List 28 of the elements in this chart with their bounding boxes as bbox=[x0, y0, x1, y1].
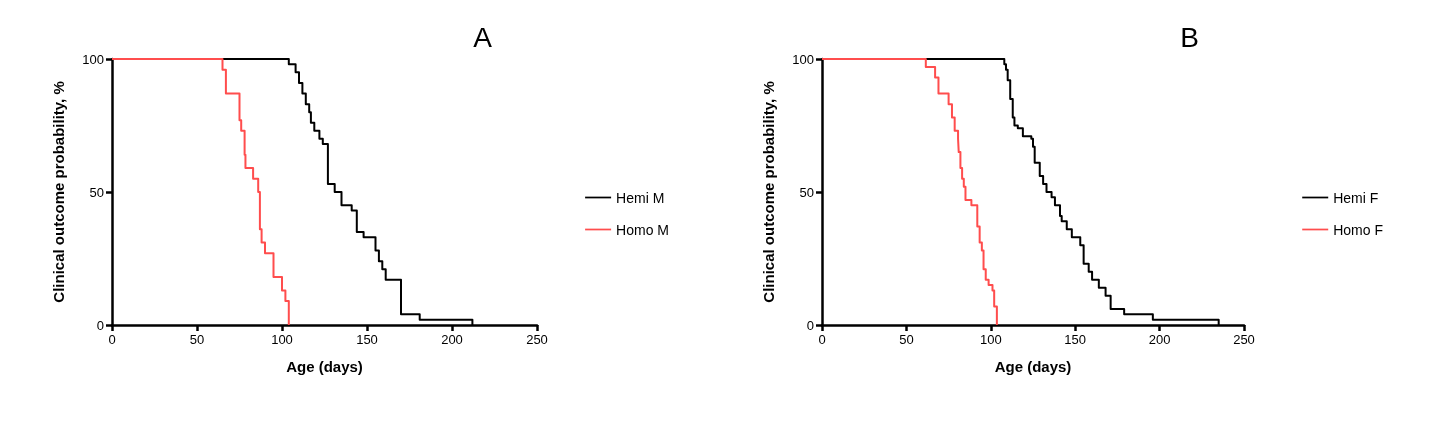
x-axis-title: Age (days) bbox=[286, 358, 363, 375]
x-tick-label: 100 bbox=[979, 332, 1002, 347]
y-tick-label: 0 bbox=[96, 317, 104, 333]
legend-label: Homo F bbox=[1333, 221, 1384, 238]
chart-title: B bbox=[1180, 21, 1200, 53]
x-tick-label: 200 bbox=[441, 332, 463, 347]
y-tick-label: 50 bbox=[89, 184, 104, 200]
x-tick-label: 250 bbox=[1233, 332, 1255, 347]
x-tick-label: 0 bbox=[818, 332, 826, 347]
legend-label: Homo M bbox=[616, 221, 670, 238]
y-tick-label: 100 bbox=[82, 51, 104, 67]
x-tick-label: 150 bbox=[1064, 332, 1087, 347]
y-tick-label: 100 bbox=[792, 51, 814, 67]
x-tick-label: 150 bbox=[356, 332, 378, 347]
x-tick-label: 250 bbox=[526, 332, 548, 347]
x-tick-label: 50 bbox=[189, 332, 205, 347]
x-tick-label: 0 bbox=[108, 332, 116, 347]
chart-title: A bbox=[473, 21, 493, 53]
y-axis-title: Clinical outcome probability, % bbox=[50, 81, 67, 303]
x-tick-label: 50 bbox=[899, 332, 914, 347]
y-tick-label: 0 bbox=[806, 317, 814, 333]
x-tick-label: 100 bbox=[271, 332, 293, 347]
x-tick-label: 200 bbox=[1148, 332, 1171, 347]
x-axis-title: Age (days) bbox=[994, 358, 1072, 375]
y-tick-label: 50 bbox=[799, 184, 814, 200]
y-axis-title: Clinical outcome probability, % bbox=[760, 81, 777, 303]
legend-label: Hemi M bbox=[616, 189, 665, 206]
legend-label: Hemi F bbox=[1333, 189, 1379, 206]
